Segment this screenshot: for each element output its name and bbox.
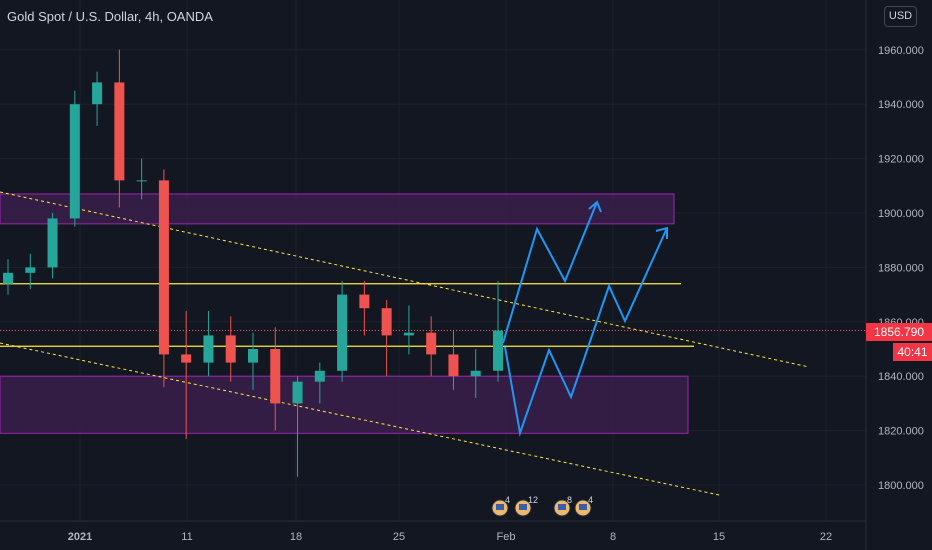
time-tick-label: 11: [181, 531, 192, 543]
candle-body: [114, 82, 125, 181]
candle-body: [270, 349, 281, 404]
time-tick-label: 15: [713, 531, 725, 543]
projection-arrowhead: [655, 226, 668, 239]
price-tick-label: 1920.000: [878, 154, 924, 166]
event-count: 4: [588, 495, 593, 505]
event-badge[interactable]: 4: [491, 495, 510, 517]
candle-body: [359, 294, 370, 309]
time-tick-label: 18: [290, 531, 302, 543]
candle-body: [92, 82, 103, 105]
candle-body: [47, 218, 58, 268]
time-tick-label: 2021: [68, 531, 92, 543]
candle-body: [69, 104, 80, 219]
flag-canton: [579, 504, 587, 510]
event-count: 8: [567, 495, 572, 505]
candle-body: [381, 308, 392, 336]
candle-body: [3, 272, 13, 284]
currency-button[interactable]: USD: [884, 6, 917, 27]
zone-resistance: [0, 193, 675, 225]
price-axis[interactable]: 1800.0001820.0001840.0001860.0001880.000…: [878, 45, 924, 492]
last-price-tag: 1856.790: [866, 323, 932, 341]
price-tick-label: 1840.000: [878, 371, 924, 383]
lower-trendline: [0, 342, 720, 496]
flag-canton: [519, 504, 527, 510]
candle-body: [493, 330, 503, 371]
candle-body: [203, 335, 214, 363]
candle-body: [314, 370, 325, 382]
time-tick-label: 25: [393, 531, 405, 543]
time-tick-label: 8: [610, 531, 616, 543]
price-tick-label: 1900.000: [878, 208, 924, 220]
flag-canton: [558, 504, 566, 510]
price-tick-label: 1820.000: [878, 426, 924, 438]
candlestick-series: [3, 49, 503, 477]
candle-body: [448, 354, 459, 377]
economic-events[interactable]: 4 12 8 4: [491, 495, 593, 517]
time-tick-label: Feb: [497, 531, 516, 543]
chart-grid: [0, 0, 866, 521]
price-tick-label: 1880.000: [878, 262, 924, 274]
candle-body: [136, 180, 147, 182]
flag-canton: [496, 504, 504, 510]
event-badge[interactable]: 4: [574, 495, 593, 517]
candle-body: [181, 354, 192, 363]
candle-body: [25, 267, 36, 273]
bar-countdown-tag: 40:41: [893, 343, 932, 361]
symbol-title: Gold Spot / U.S. Dollar, 4h, OANDA: [7, 9, 213, 24]
event-badge[interactable]: 8: [553, 495, 572, 517]
projection-paths: [502, 200, 668, 437]
price-tick-label: 1800.000: [878, 480, 924, 492]
candle-body: [158, 180, 169, 355]
price-zones: [0, 193, 689, 434]
candle-body: [426, 332, 437, 355]
time-axis[interactable]: 2021 11 18 25 Feb 8 15 22: [68, 531, 832, 543]
price-tick-label: 1960.000: [878, 45, 924, 57]
projection-path-up: [502, 201, 598, 344]
candle-body: [248, 349, 258, 363]
event-badge[interactable]: 12: [514, 495, 538, 517]
projection-arrowhead: [588, 200, 602, 213]
candle-body: [337, 294, 348, 371]
event-count: 12: [528, 495, 538, 505]
candle-body: [292, 381, 303, 404]
zone-support: [0, 375, 689, 434]
time-tick-label: 22: [820, 531, 832, 543]
event-count: 4: [505, 495, 510, 505]
candle-body: [470, 370, 481, 377]
candle-body: [403, 332, 414, 336]
candle-body: [225, 335, 236, 363]
projection-path-alt: [504, 227, 668, 437]
price-tick-label: 1940.000: [878, 99, 924, 111]
